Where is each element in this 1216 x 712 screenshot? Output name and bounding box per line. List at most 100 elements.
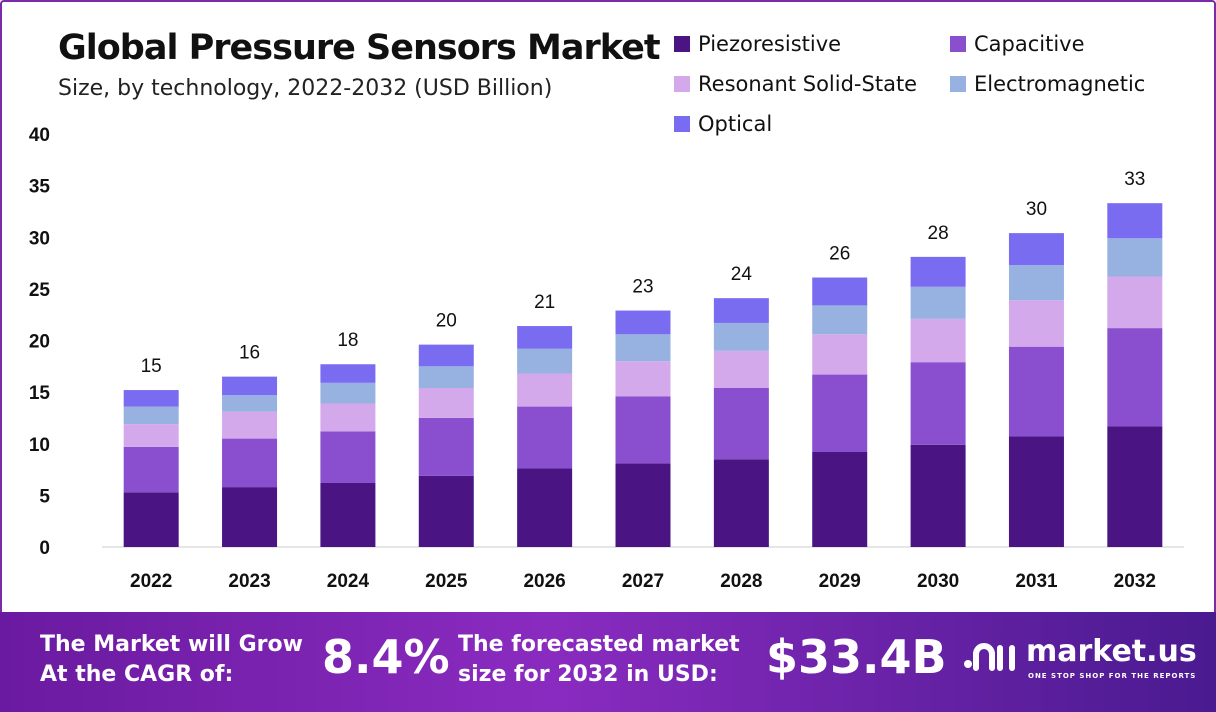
total-data-label: 20 — [436, 311, 457, 332]
legend-item: Electromagnetic — [950, 72, 1145, 96]
bar-segment-capacitive — [1107, 328, 1163, 427]
cagr-label-line2: At the CAGR of: — [40, 662, 234, 687]
bar-segment-optical — [910, 256, 966, 287]
bar-segment-capacitive — [222, 438, 278, 488]
legend-swatch — [674, 36, 690, 52]
bar-segment-resonant-solid-state — [320, 403, 376, 432]
bar-segment-capacitive — [123, 446, 179, 493]
legend-item: Optical — [674, 112, 772, 136]
brand-name: market.us — [1026, 634, 1197, 669]
total-data-label: 28 — [928, 223, 949, 244]
y-tick-label: 10 — [29, 435, 50, 456]
x-tick-label: 2032 — [1114, 571, 1156, 592]
bar-segment-resonant-solid-state — [615, 361, 671, 397]
legend-label: Piezoresistive — [698, 32, 842, 56]
bar-segment-optical — [1008, 233, 1064, 266]
x-tick-label: 2028 — [720, 571, 762, 592]
x-tick-label: 2029 — [819, 571, 861, 592]
legend-swatch — [950, 36, 966, 52]
x-tick-label: 2022 — [130, 571, 172, 592]
x-tick-label: 2024 — [327, 571, 370, 592]
bar-segment-piezoresistive — [615, 463, 671, 547]
total-data-label: 21 — [534, 292, 555, 313]
total-data-label: 15 — [141, 356, 162, 377]
legend-label: Electromagnetic — [974, 72, 1146, 96]
bar-segment-piezoresistive — [812, 452, 868, 547]
x-tick-label: 2031 — [1015, 571, 1058, 592]
bar-segment-optical — [713, 298, 769, 323]
bar-segment-capacitive — [1008, 346, 1064, 437]
legend-label: Capacitive — [974, 32, 1085, 56]
bar-segment-electromagnetic — [615, 334, 671, 362]
bar-segment-capacitive — [910, 362, 966, 445]
bar-segment-electromagnetic — [320, 382, 376, 404]
y-tick-label: 20 — [29, 332, 50, 353]
bar-segment-piezoresistive — [222, 487, 278, 547]
bar-segment-optical — [418, 344, 474, 367]
bar-segment-optical — [1107, 203, 1163, 239]
chart-title: Global Pressure Sensors Market — [58, 28, 661, 68]
total-data-label: 18 — [337, 330, 358, 351]
x-tick-label: 2025 — [425, 571, 468, 592]
x-tick-label: 2027 — [622, 571, 664, 592]
legend-label: Optical — [698, 112, 773, 136]
x-tick-label: 2023 — [228, 571, 270, 592]
bar-segment-piezoresistive — [1008, 436, 1064, 547]
y-tick-label: 35 — [29, 177, 51, 198]
bar-segment-electromagnetic — [1107, 238, 1163, 277]
forecast-label-line1: The forecasted market — [458, 632, 740, 657]
bar-segment-capacitive — [713, 387, 769, 460]
bar-segment-piezoresistive — [320, 482, 376, 547]
brand-tagline: ONE STOP SHOP FOR THE REPORTS — [1028, 672, 1197, 680]
bar-segment-electromagnetic — [812, 305, 868, 335]
bar-segment-capacitive — [517, 406, 573, 469]
bar-segment-capacitive — [320, 431, 376, 483]
x-tick-label: 2026 — [523, 571, 565, 592]
bar-segment-capacitive — [615, 396, 671, 464]
footer-banner: The Market will Grow At the CAGR of: 8.4… — [0, 612, 1216, 712]
bar-segment-resonant-solid-state — [418, 387, 474, 418]
bar-segment-resonant-solid-state — [713, 350, 769, 388]
bar-chart: 0510152025303540152022162023182024202025… — [29, 125, 1184, 592]
bar-segment-electromagnetic — [713, 322, 769, 351]
bar-segment-capacitive — [812, 374, 868, 453]
legend-swatch — [950, 76, 966, 92]
bar-segment-piezoresistive — [418, 475, 474, 547]
y-tick-label: 0 — [39, 538, 50, 559]
bar-segment-electromagnetic — [123, 406, 179, 425]
market-us-logo-icon — [964, 643, 1015, 671]
total-data-label: 33 — [1124, 169, 1145, 190]
bar-segment-optical — [222, 376, 278, 396]
bar-segment-resonant-solid-state — [517, 373, 573, 407]
total-data-label: 16 — [239, 343, 260, 364]
bar-segment-piezoresistive — [713, 459, 769, 547]
x-tick-label: 2030 — [917, 571, 959, 592]
legend-item: Resonant Solid-State — [674, 72, 917, 96]
bar-segment-resonant-solid-state — [812, 334, 868, 375]
y-tick-label: 30 — [29, 228, 50, 249]
bar-segment-electromagnetic — [222, 395, 278, 412]
bar-segment-optical — [812, 277, 868, 306]
bar-segment-electromagnetic — [1008, 265, 1064, 301]
bar-segment-electromagnetic — [418, 366, 474, 388]
total-data-label: 26 — [829, 244, 850, 265]
bar-segment-optical — [320, 364, 376, 383]
y-tick-label: 25 — [29, 280, 51, 301]
y-tick-label: 15 — [29, 383, 51, 404]
legend-swatch — [674, 116, 690, 132]
forecast-label-line2: size for 2032 in USD: — [458, 662, 718, 687]
cagr-label-line1: The Market will Grow — [40, 632, 303, 657]
legend-swatch — [674, 76, 690, 92]
legend-label: Resonant Solid-State — [698, 72, 918, 96]
bar-segment-electromagnetic — [910, 286, 966, 319]
legend-item: Capacitive — [950, 32, 1085, 56]
cagr-value: 8.4% — [322, 630, 450, 684]
bar-segment-electromagnetic — [517, 348, 573, 374]
bar-segment-optical — [123, 390, 179, 407]
bar-segment-resonant-solid-state — [222, 411, 278, 439]
bar-segment-capacitive — [418, 417, 474, 476]
bar-segment-optical — [517, 326, 573, 349]
total-data-label: 23 — [632, 277, 653, 298]
y-tick-label: 40 — [29, 125, 50, 146]
